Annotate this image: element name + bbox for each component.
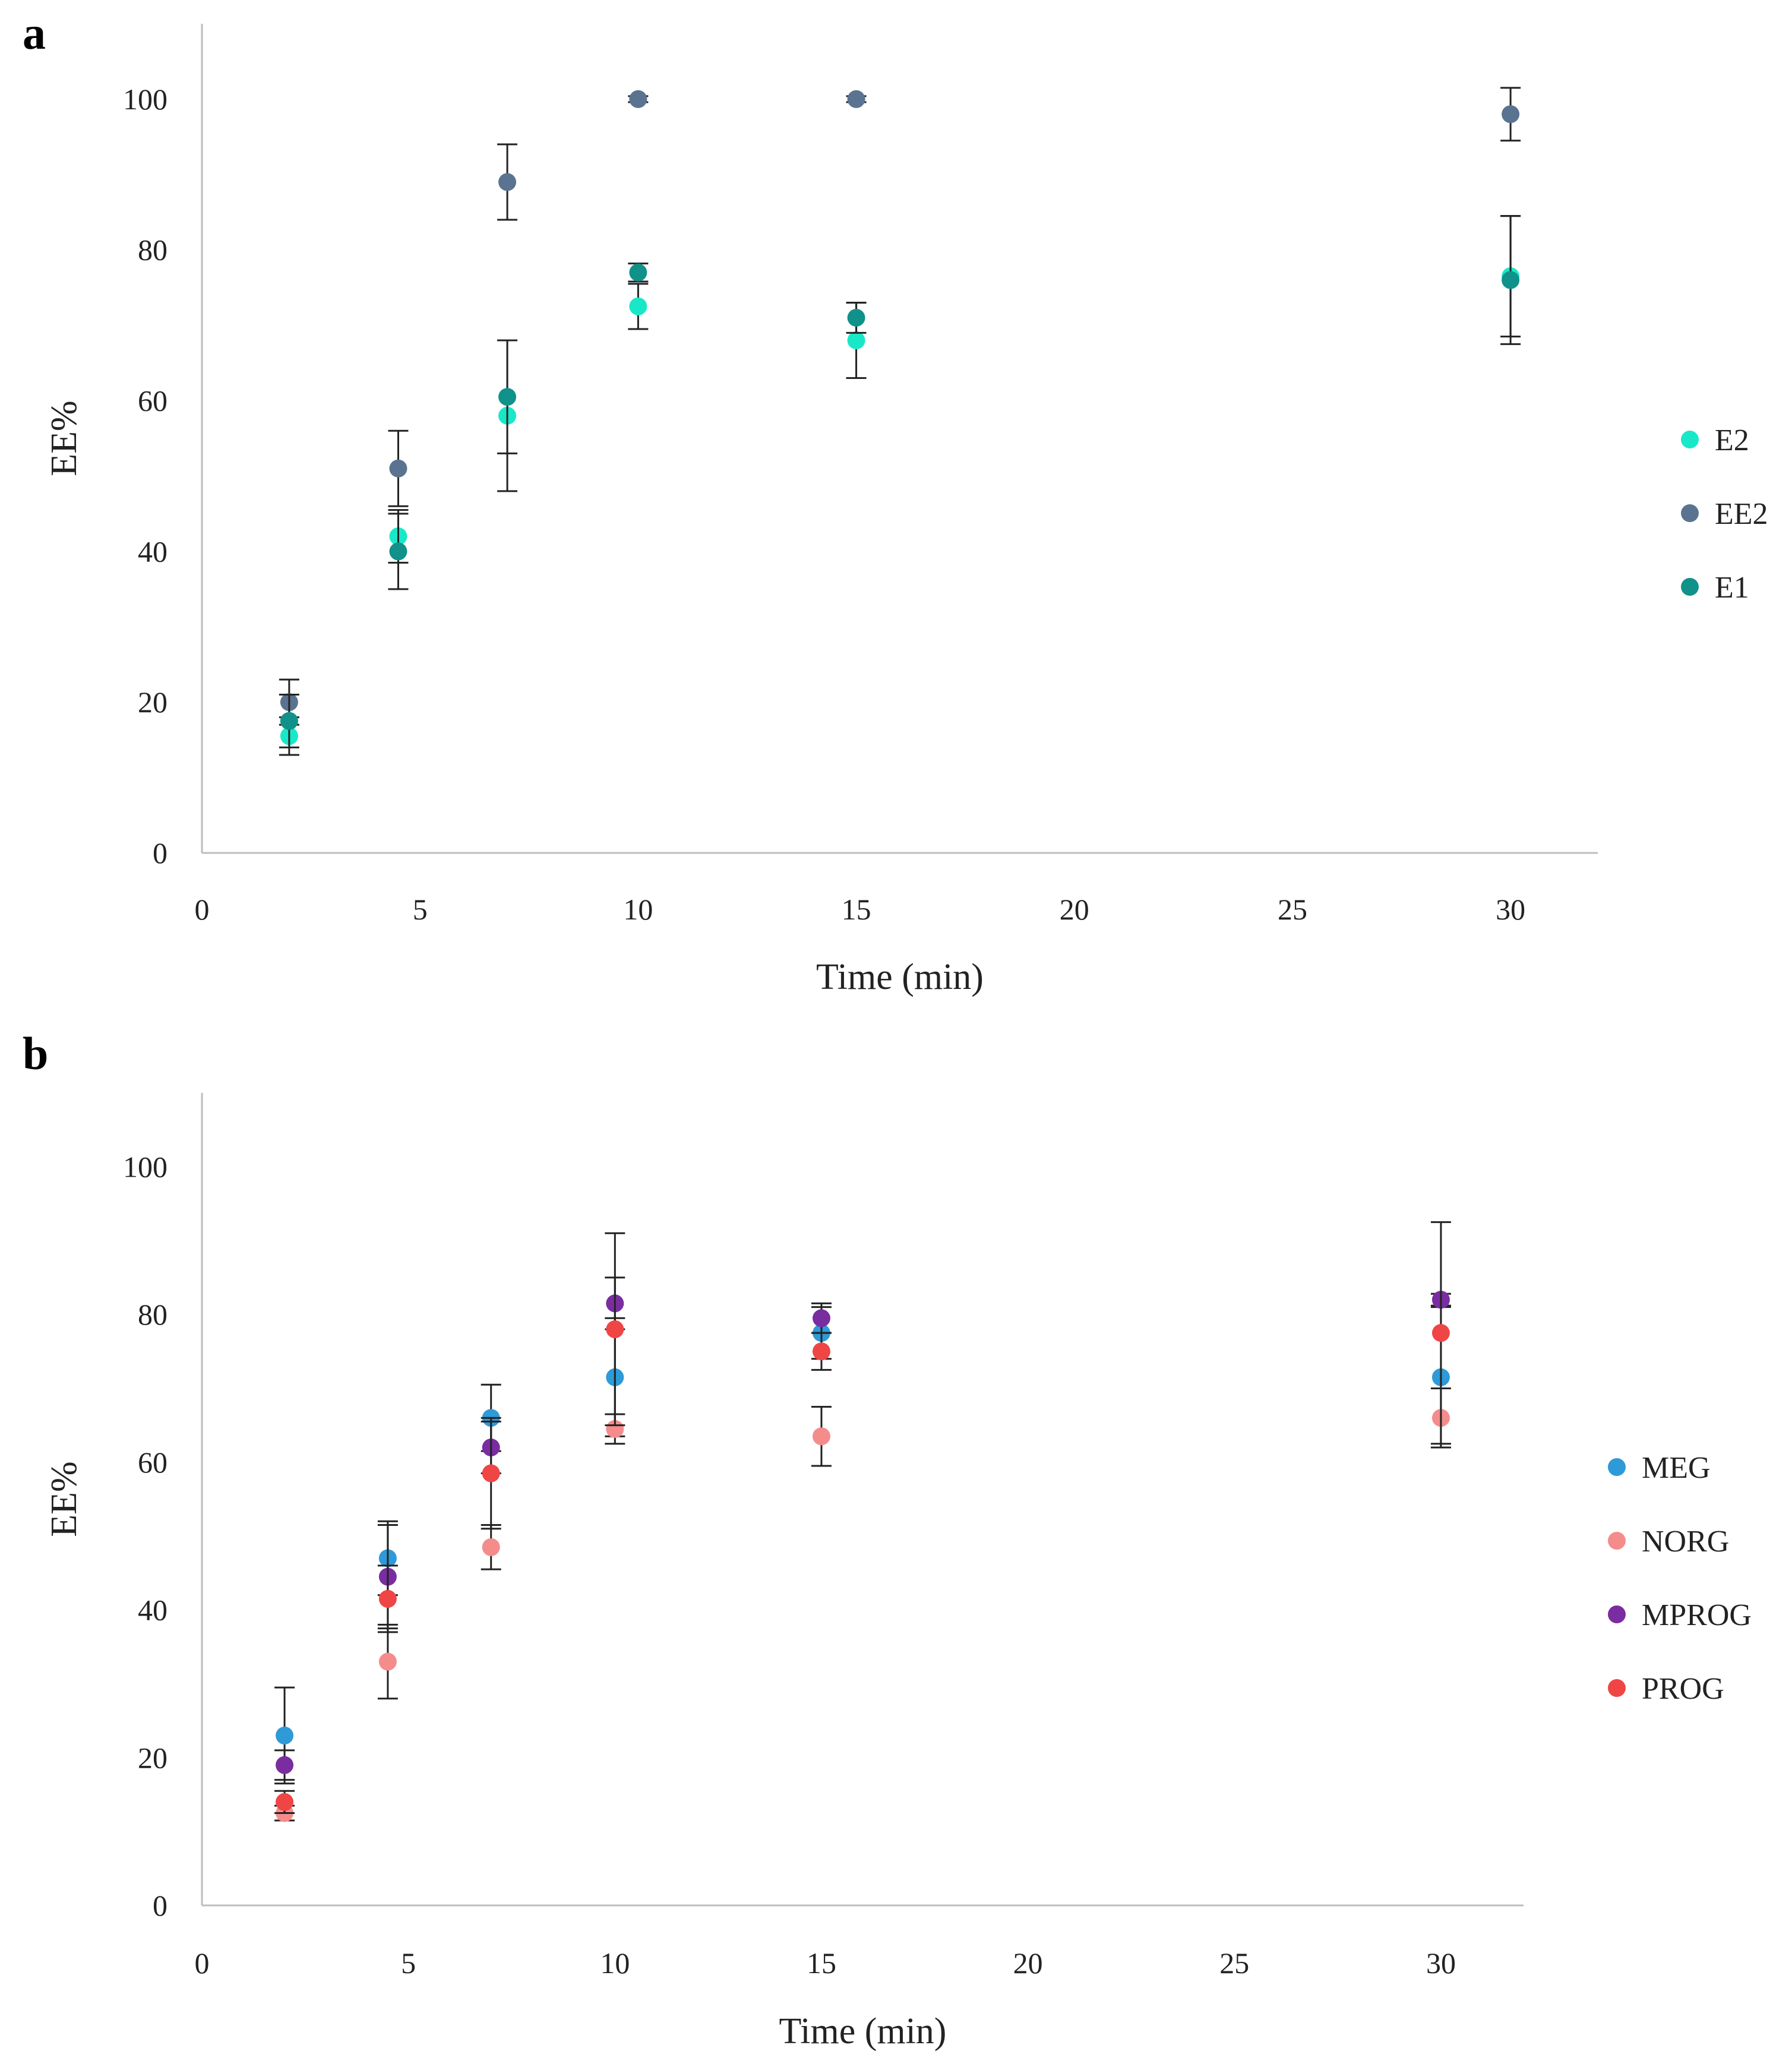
x-tick-label: 25	[1278, 893, 1307, 926]
data-point	[276, 1756, 294, 1774]
x-tick-label: 5	[401, 1946, 416, 1980]
data-point	[498, 388, 517, 406]
data-point	[629, 90, 647, 108]
panel-b: b 0 20 40 60 80 100 0 5 10 15 20 25 30 Time (min) EE% ME…	[23, 1028, 1752, 2052]
series-e1	[279, 215, 1521, 748]
legend-label: E2	[1715, 423, 1749, 457]
y-tick-label: 100	[123, 83, 167, 116]
data-point	[482, 1538, 500, 1556]
data-point	[276, 1793, 294, 1811]
x-tick-label: 15	[842, 893, 871, 926]
y-tick-label: 0	[153, 1889, 167, 1922]
legend: E2 EE2 E1	[1681, 423, 1768, 605]
data-point	[378, 1589, 397, 1608]
x-tick-label: 30	[1496, 893, 1525, 926]
legend-label: E1	[1715, 571, 1749, 605]
x-tick-label: 20	[1013, 1946, 1043, 1980]
y-tick-label: 20	[138, 1741, 167, 1774]
series-e2	[279, 215, 1521, 756]
legend-label: PROG	[1642, 1672, 1724, 1706]
data-point	[812, 1427, 830, 1446]
x-tick-label: 10	[600, 1946, 630, 1980]
legend-label: EE2	[1715, 497, 1768, 531]
x-axis-title: Time (min)	[816, 957, 984, 997]
legend-marker	[1681, 578, 1699, 596]
y-tick-label: 100	[123, 1150, 167, 1183]
legend-label: MPROG	[1642, 1598, 1752, 1632]
data-point	[498, 173, 517, 191]
data-point	[847, 90, 865, 108]
x-tick-label: 5	[413, 893, 428, 926]
series-ee2	[279, 87, 1521, 726]
y-tick-label: 60	[138, 384, 167, 418]
data-point	[276, 1726, 294, 1744]
data-point	[812, 1342, 830, 1361]
data-point	[1502, 271, 1520, 289]
data-point	[1431, 1324, 1450, 1342]
x-tick-label: 10	[623, 893, 653, 926]
data-point	[482, 1464, 500, 1483]
y-tick-label: 40	[138, 535, 167, 568]
data-point	[1502, 105, 1520, 124]
x-tick-label: 15	[807, 1946, 836, 1980]
panel-a: a 0 20 40 60 80 100 0 5 10 15 20 25 30 Time (min) EE% E2…	[23, 7, 1768, 997]
legend-marker	[1681, 504, 1699, 522]
y-tick-label: 0	[153, 836, 167, 870]
data-point	[606, 1320, 624, 1338]
legend-marker	[1608, 1458, 1626, 1476]
legend-marker	[1681, 431, 1699, 448]
data-point	[629, 297, 647, 315]
x-tick-label: 30	[1426, 1946, 1456, 1980]
data-point	[389, 459, 407, 478]
legend-marker	[1608, 1679, 1626, 1697]
data-point	[378, 1652, 397, 1671]
y-tick-label: 60	[138, 1446, 167, 1479]
y-tick-label: 40	[138, 1594, 167, 1627]
x-tick-label: 0	[195, 893, 210, 926]
series-norg	[274, 1387, 1451, 1822]
legend: MEG NORG MPROG PROG	[1608, 1451, 1752, 1706]
y-tick-label: 80	[138, 1298, 167, 1331]
panel-label: b	[23, 1028, 48, 1079]
data-point	[847, 308, 865, 327]
series-mprog	[274, 1276, 1451, 1781]
data-point	[280, 712, 298, 730]
legend-label: NORG	[1642, 1525, 1729, 1559]
y-tick-label: 80	[138, 233, 167, 267]
data-point	[629, 263, 647, 282]
data-point	[812, 1309, 830, 1327]
legend-marker	[1608, 1605, 1626, 1623]
legend-label: MEG	[1642, 1451, 1711, 1485]
legend-marker	[1608, 1532, 1626, 1550]
y-tick-label: 20	[138, 685, 167, 719]
series-prog	[274, 1221, 1451, 1815]
x-axis-title: Time (min)	[779, 2011, 947, 2052]
x-tick-label: 0	[195, 1946, 210, 1980]
y-axis-title: EE%	[44, 1461, 84, 1537]
panel-label: a	[23, 7, 46, 59]
data-point	[389, 542, 407, 561]
x-tick-label: 25	[1219, 1946, 1249, 1980]
data-point	[847, 331, 865, 350]
series-meg	[274, 1306, 1451, 1785]
x-tick-label: 20	[1060, 893, 1089, 926]
y-axis-title: EE%	[44, 400, 84, 476]
